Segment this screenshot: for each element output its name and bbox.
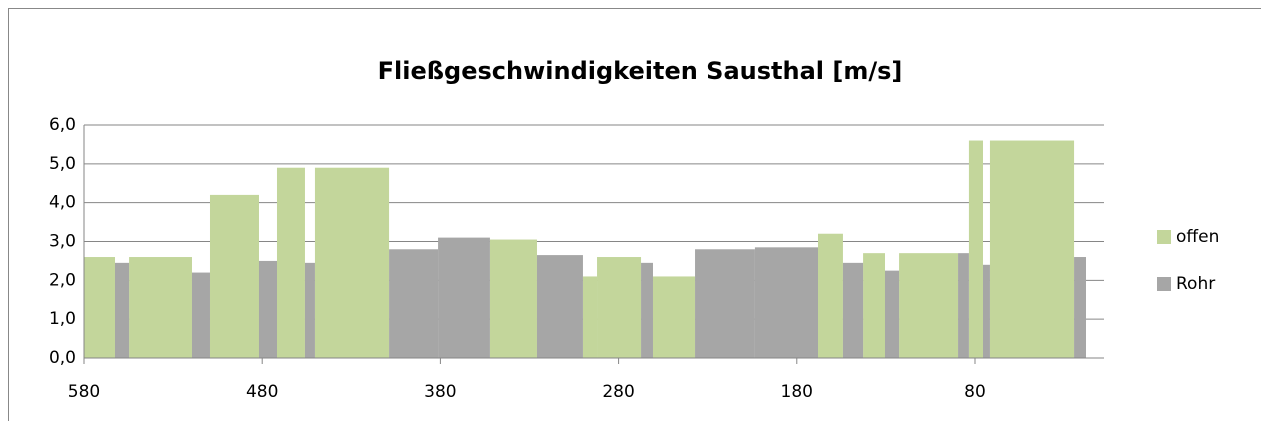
bar	[389, 249, 439, 358]
x-tick-label: 480	[246, 382, 278, 402]
bar	[84, 257, 116, 358]
y-tick-label: 0,0	[49, 348, 76, 368]
legend-swatch	[1157, 277, 1171, 291]
bar	[842, 262, 864, 358]
bar	[968, 140, 984, 358]
bar	[191, 272, 210, 358]
bar	[1074, 257, 1087, 358]
bar	[115, 262, 130, 358]
bar	[597, 257, 642, 358]
bar	[438, 237, 490, 358]
y-tick-label: 6,0	[49, 115, 76, 135]
bar	[314, 167, 390, 358]
legend-swatch	[1157, 230, 1171, 244]
bar	[582, 276, 598, 358]
y-tick-label: 1,0	[49, 309, 76, 329]
y-tick-label: 2,0	[49, 270, 76, 290]
bar	[129, 257, 192, 358]
bar	[695, 249, 755, 358]
x-tick-label: 80	[964, 382, 986, 402]
bar	[276, 167, 305, 358]
bar	[989, 140, 1075, 358]
bar	[652, 276, 696, 358]
bar	[258, 260, 277, 358]
bar	[958, 253, 969, 358]
legend-label: offen	[1176, 227, 1219, 247]
y-tick-label: 5,0	[49, 154, 76, 174]
bar	[489, 239, 537, 358]
x-tick-label: 180	[781, 382, 813, 402]
bar	[899, 253, 959, 358]
legend-label: Rohr	[1176, 274, 1215, 294]
chart-title: Fließgeschwindigkeiten Sausthal [m/s]	[378, 57, 903, 85]
x-tick-label: 380	[424, 382, 456, 402]
bar	[536, 255, 583, 358]
bar	[884, 270, 900, 358]
bar	[209, 194, 259, 358]
x-tick-label: 580	[68, 382, 100, 402]
bar	[754, 247, 818, 358]
y-tick-label: 4,0	[49, 193, 76, 213]
bar	[641, 262, 653, 358]
bar	[304, 262, 315, 358]
bar	[817, 233, 843, 358]
chart-frame	[8, 8, 1261, 421]
bar	[983, 264, 990, 358]
y-tick-label: 3,0	[49, 232, 76, 252]
bar	[863, 253, 885, 358]
x-tick-label: 280	[602, 382, 634, 402]
